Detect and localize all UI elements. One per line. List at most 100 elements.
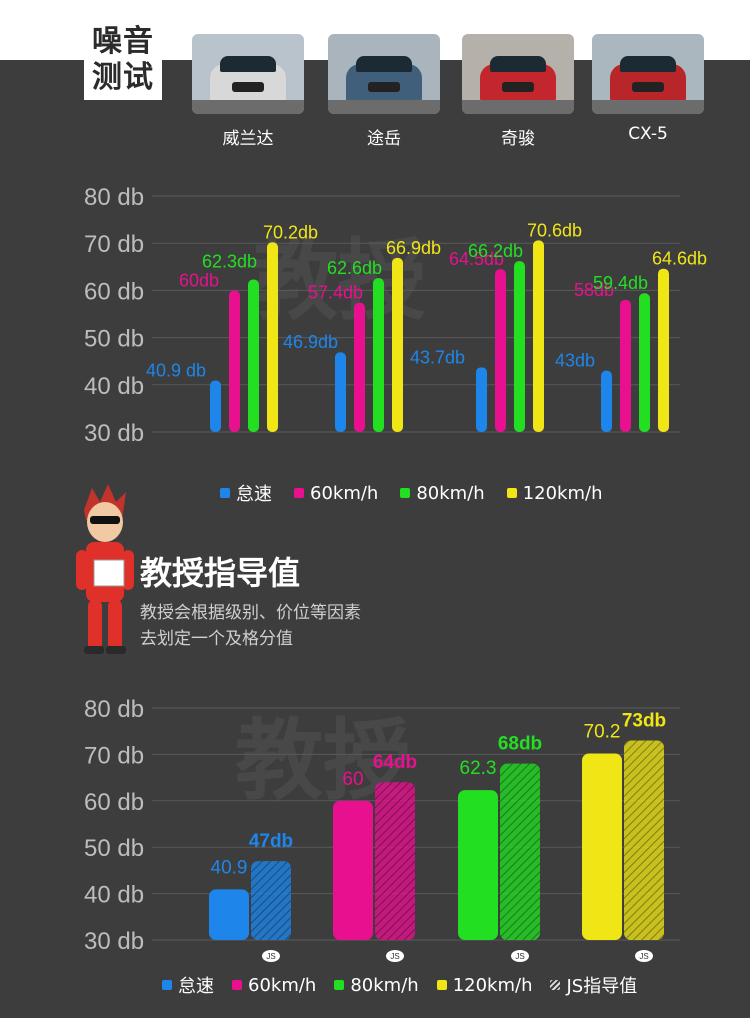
legend-swatch xyxy=(294,488,304,498)
professor-desc-line2: 去划定一个及格分值 xyxy=(140,629,293,649)
bar xyxy=(476,367,487,432)
bar xyxy=(601,370,612,432)
professor-title: 教授指导值 xyxy=(140,554,301,592)
y-tick-label: 40 db xyxy=(84,373,144,400)
y-tick-label: 70 db xyxy=(84,742,144,769)
bar-guide-hatch xyxy=(251,861,291,940)
legend-swatch xyxy=(162,980,172,990)
js-badge-label: JS xyxy=(266,952,275,961)
y-tick-label: 70 db xyxy=(84,231,144,258)
bar xyxy=(267,242,278,432)
page-title: 噪音 测试 xyxy=(84,24,162,100)
legend-item: JS指导值 xyxy=(550,972,637,998)
y-tick-label: 50 db xyxy=(84,326,144,353)
legend-swatch xyxy=(506,488,517,498)
legend-swatch xyxy=(232,980,242,990)
y-tick-label: 60 db xyxy=(84,278,144,305)
y-tick-label: 80 db xyxy=(84,184,144,211)
bar xyxy=(229,290,240,432)
car-name-2: 途岳 xyxy=(367,129,401,149)
bar xyxy=(620,299,631,432)
legend-item: 120km/h xyxy=(436,974,533,996)
professor-desc-line1: 教授会根据级别、价位等因素 xyxy=(140,603,361,623)
bar xyxy=(392,257,403,432)
legend-item: 80km/h xyxy=(334,975,419,996)
bar-guide-hatch xyxy=(624,740,664,940)
data-label: 70.2db xyxy=(263,222,318,242)
bar xyxy=(335,352,346,432)
js-badge xyxy=(635,950,653,962)
data-label-guide: 47db xyxy=(249,831,293,852)
data-label: 60 xyxy=(342,769,363,790)
y-tick-label: 30 db xyxy=(84,420,144,447)
legend-item: 60km/h xyxy=(294,483,378,504)
data-label-guide: 68db xyxy=(498,734,542,755)
legend-bottom: 怠速 60km/h 80km/h 120km/h JS指导值 xyxy=(162,972,637,998)
car-photo-1 xyxy=(192,34,304,114)
title-line1: 噪音 xyxy=(92,24,154,59)
js-badge xyxy=(386,950,404,962)
js-badge-label: JS xyxy=(515,952,524,961)
legend-label: JS指导值 xyxy=(566,976,638,997)
legend-label: 120km/h xyxy=(452,974,533,996)
legend-top: 怠速 60km/h 80km/h 120km/h xyxy=(220,480,602,506)
bar-guide-hatch xyxy=(500,763,540,940)
y-tick-label: 80 db xyxy=(84,696,144,723)
bar xyxy=(458,790,498,940)
data-label: 62.3db xyxy=(202,252,257,272)
y-tick-label: 60 db xyxy=(84,789,144,816)
legend-label: 怠速 xyxy=(236,484,272,505)
car-photo-3 xyxy=(462,34,574,114)
legend-swatch xyxy=(334,980,345,990)
js-badge-label: JS xyxy=(639,952,648,961)
car-name-1: 威兰达 xyxy=(222,129,274,149)
legend-swatch xyxy=(436,980,447,990)
bar xyxy=(354,302,365,432)
data-label: 60db xyxy=(179,270,219,290)
legend-swatch xyxy=(220,488,230,498)
y-tick-label: 50 db xyxy=(84,835,144,862)
car-photo-2 xyxy=(328,34,440,114)
bar xyxy=(514,261,525,432)
professor-description: 教授会根据级别、价位等因素 去划定一个及格分值 xyxy=(140,600,361,652)
bar xyxy=(495,269,506,432)
data-label: 43db xyxy=(555,351,595,371)
y-tick-label: 40 db xyxy=(84,882,144,909)
legend-label: 怠速 xyxy=(178,976,214,997)
data-label-guide: 64db xyxy=(373,752,417,773)
data-label: 57.4db xyxy=(308,283,363,303)
bar xyxy=(582,753,622,940)
js-badge xyxy=(511,950,529,962)
legend-item: 80km/h xyxy=(400,483,485,504)
data-label: 70.2 xyxy=(584,721,621,742)
bar xyxy=(658,268,669,432)
legend-label: 120km/h xyxy=(522,482,603,504)
bar xyxy=(373,278,384,432)
data-label: 43.7db xyxy=(410,347,465,367)
bar xyxy=(210,380,221,432)
title-line2: 测试 xyxy=(92,60,154,95)
data-label: 66.9db xyxy=(386,238,441,258)
bar xyxy=(533,240,544,432)
professor-mascot xyxy=(76,484,134,654)
legend-item: 120km/h xyxy=(506,482,603,504)
data-label: 40.9 xyxy=(211,857,248,878)
legend-label: 60km/h xyxy=(310,482,379,504)
js-badge xyxy=(262,950,280,962)
data-label: 64.5db xyxy=(449,249,504,269)
data-label: 70.6db xyxy=(527,220,582,240)
data-label: 62.3 xyxy=(460,758,497,779)
legend-item: 60km/h xyxy=(232,975,316,996)
legend-item: 怠速 xyxy=(162,972,214,998)
data-label: 62.6db xyxy=(327,258,382,278)
bar xyxy=(333,800,373,940)
legend-swatch-hatched xyxy=(550,980,561,990)
y-tick-label: 30 db xyxy=(84,928,144,955)
car-name-3: 奇骏 xyxy=(501,129,535,149)
data-label: 46.9db xyxy=(283,332,338,352)
data-label: 64.6db xyxy=(652,249,707,269)
car-photo-4 xyxy=(592,34,704,114)
bar-guide-hatch xyxy=(375,782,415,940)
car-name-4: CX-5 xyxy=(628,124,668,144)
